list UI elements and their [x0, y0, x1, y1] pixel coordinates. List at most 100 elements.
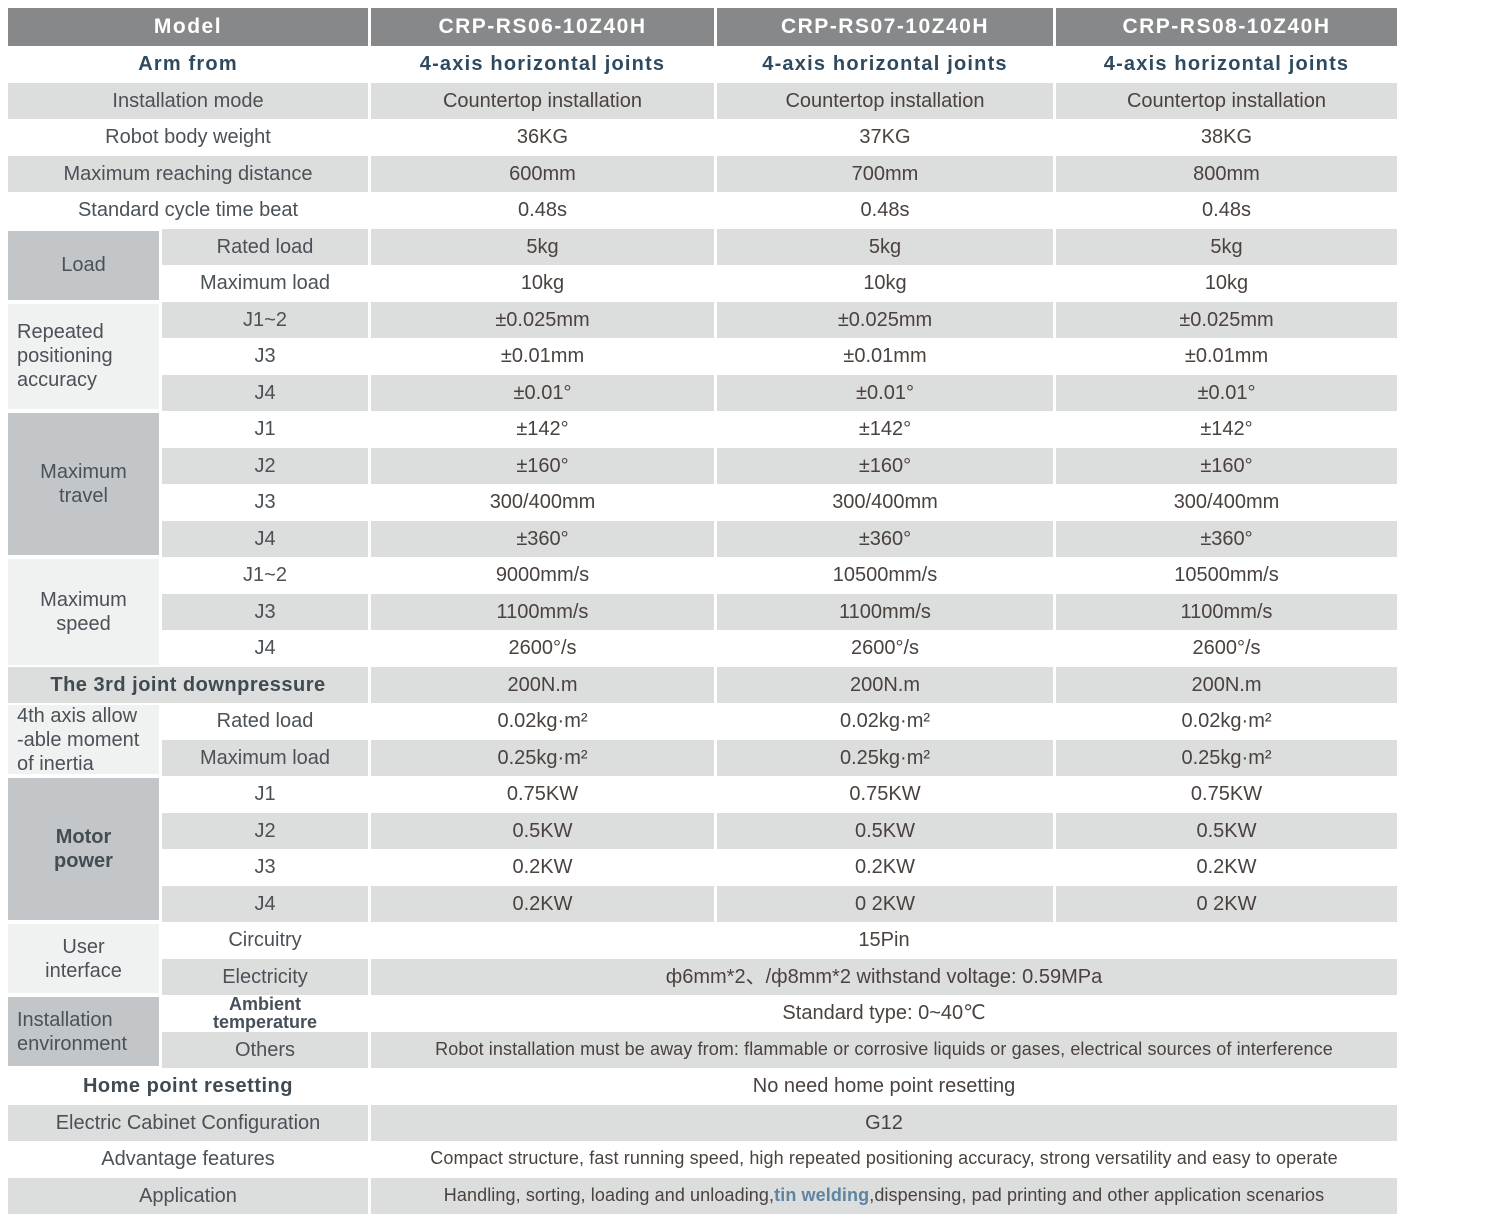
row-label: Home point resetting [82, 1075, 293, 1098]
row-sublabel: J4 [162, 520, 368, 557]
spec-value-span: Robot installation must be away from: fl… [371, 1031, 1397, 1068]
spec-value: 0 2KW [717, 885, 1053, 922]
spec-value: 0.48s [860, 199, 910, 222]
row-sublabel: Others [162, 1031, 368, 1068]
spec-value: 600mm [371, 155, 714, 192]
spec-value: ±0.01° [717, 374, 1053, 411]
spec-value: 0.2KW [371, 885, 714, 922]
spec-value: ±0.01mm [500, 345, 585, 368]
spec-value: ±0.01° [1056, 374, 1397, 411]
spec-value: 10kg [520, 272, 565, 295]
group-label: Maximum travel [8, 411, 159, 557]
spec-value-span: No need home point resetting [752, 1075, 1016, 1098]
spec-value: ±142° [858, 418, 912, 441]
spec-value: 300/400mm [489, 491, 596, 514]
spec-value: 5kg [1056, 228, 1397, 265]
spec-value: 300/400mm [832, 491, 938, 514]
spec-value: 0.48s [518, 199, 567, 222]
row-sublabel: J1~2 [243, 564, 287, 587]
spec-value: 0.5KW [371, 812, 714, 849]
spec-value: ±160° [1056, 447, 1397, 484]
row-label: Application [8, 1177, 368, 1214]
spec-value: 37KG [859, 126, 911, 149]
spec-value: 4-axis horizontal joints [762, 53, 1008, 76]
spec-value: ±0.01mm [1184, 345, 1269, 368]
row-sublabel: Rated load [216, 710, 314, 733]
row-sublabel: J3 [162, 593, 368, 630]
application-text-prefix: Handling, sorting, loading and unloading… [443, 1184, 775, 1205]
spec-value-span: Standard type: 0~40℃ [782, 1002, 986, 1025]
row-sublabel: Maximum load [199, 272, 331, 295]
spec-value: ±360° [717, 520, 1053, 557]
spec-value: 10kg [863, 272, 907, 295]
spec-value: 200N.m [1056, 666, 1397, 703]
row-label: Maximum reaching distance [8, 155, 368, 192]
spec-value: 800mm [1056, 155, 1397, 192]
spec-value-span: Compact structure, fast running speed, h… [430, 1148, 1338, 1169]
group-label: Installation environment [8, 995, 159, 1068]
spec-value: 2600°/s [1192, 637, 1261, 660]
spec-value: 0.25kg·m² [1056, 739, 1397, 776]
group-label: Maximum speed [8, 557, 159, 667]
spec-value-span: G12 [371, 1104, 1397, 1141]
spec-value: ±0.01° [371, 374, 714, 411]
row-sublabel: J2 [162, 447, 368, 484]
spec-value: 38KG [1200, 126, 1253, 149]
row-sublabel: J3 [254, 345, 276, 368]
spec-value: 1100mm/s [1056, 593, 1397, 630]
spec-value: ±0.01mm [843, 345, 927, 368]
spec-value: 10kg [1204, 272, 1249, 295]
application-text-highlight: tin welding [774, 1184, 870, 1205]
spec-value: 0 2KW [1056, 885, 1397, 922]
row-label: The 3rd joint downpressure [8, 666, 368, 703]
spec-value: 10500mm/s [832, 564, 938, 587]
spec-value: 700mm [717, 155, 1053, 192]
spec-value: ±142° [1200, 418, 1253, 441]
spec-value: 200N.m [717, 666, 1053, 703]
spec-value: 9000mm/s [495, 564, 590, 587]
spec-value: 10500mm/s [1174, 564, 1279, 587]
spec-value: 5kg [371, 228, 714, 265]
row-label: Robot body weight [105, 126, 271, 149]
model-name-header: CRP-RS08-10Z40H [1056, 8, 1397, 46]
spec-value: ±142° [516, 418, 569, 441]
spec-value: 0.75KW [849, 783, 921, 806]
spec-value: 0.2KW [854, 856, 916, 879]
spec-value: 0.75KW [506, 783, 579, 806]
spec-value: 0.5KW [717, 812, 1053, 849]
spec-value: 0.02kg·m² [1181, 710, 1272, 733]
row-label: Arm from [138, 53, 238, 76]
spec-value: ±0.025mm [371, 301, 714, 338]
spec-value: 0.48s [1202, 199, 1251, 222]
application-text-suffix: ,dispensing, pad printing and other appl… [869, 1184, 1325, 1205]
spec-value: ±0.025mm [717, 301, 1053, 338]
spec-value: 200N.m [371, 666, 714, 703]
group-label: Motor power [8, 776, 159, 922]
row-sublabel: Circuitry [228, 929, 302, 952]
row-sublabel: J4 [254, 637, 276, 660]
spec-value: ±160° [371, 447, 714, 484]
spec-sheet-page: { "colors": { "header_bg": "#87888a", "h… [0, 8, 1486, 1232]
spec-value: 0.25kg·m² [717, 739, 1053, 776]
spec-value: ±160° [717, 447, 1053, 484]
group-label: Load [8, 228, 159, 302]
row-sublabel: J3 [254, 491, 276, 514]
row-sublabel: J3 [254, 856, 276, 879]
group-label: 4th axis allow -able moment of inertia [8, 703, 159, 776]
spec-value: 0.2KW [512, 856, 573, 879]
model-header-cell: Model [8, 8, 368, 46]
row-label: Advantage features [101, 1148, 275, 1171]
model-name-header: CRP-RS06-10Z40H [371, 8, 714, 46]
spec-value: Countertop installation [371, 82, 714, 119]
row-sublabel: Ambient temperature [212, 995, 318, 1032]
spec-value: 4-axis horizontal joints [1103, 53, 1350, 76]
spec-value: 36KG [516, 126, 569, 149]
spec-table: Model CRP-RS06-10Z40H CRP-RS07-10Z40H CRP-R… [8, 8, 1397, 1214]
model-name-header: CRP-RS07-10Z40H [717, 8, 1053, 46]
spec-value-span: 15Pin [858, 929, 910, 952]
spec-value: 0.5KW [1056, 812, 1397, 849]
group-label: User interface [8, 922, 159, 995]
spec-value: 2600°/s [850, 637, 920, 660]
row-sublabel: J1~2 [162, 301, 368, 338]
group-label: Repeated positioning accuracy [8, 301, 159, 411]
